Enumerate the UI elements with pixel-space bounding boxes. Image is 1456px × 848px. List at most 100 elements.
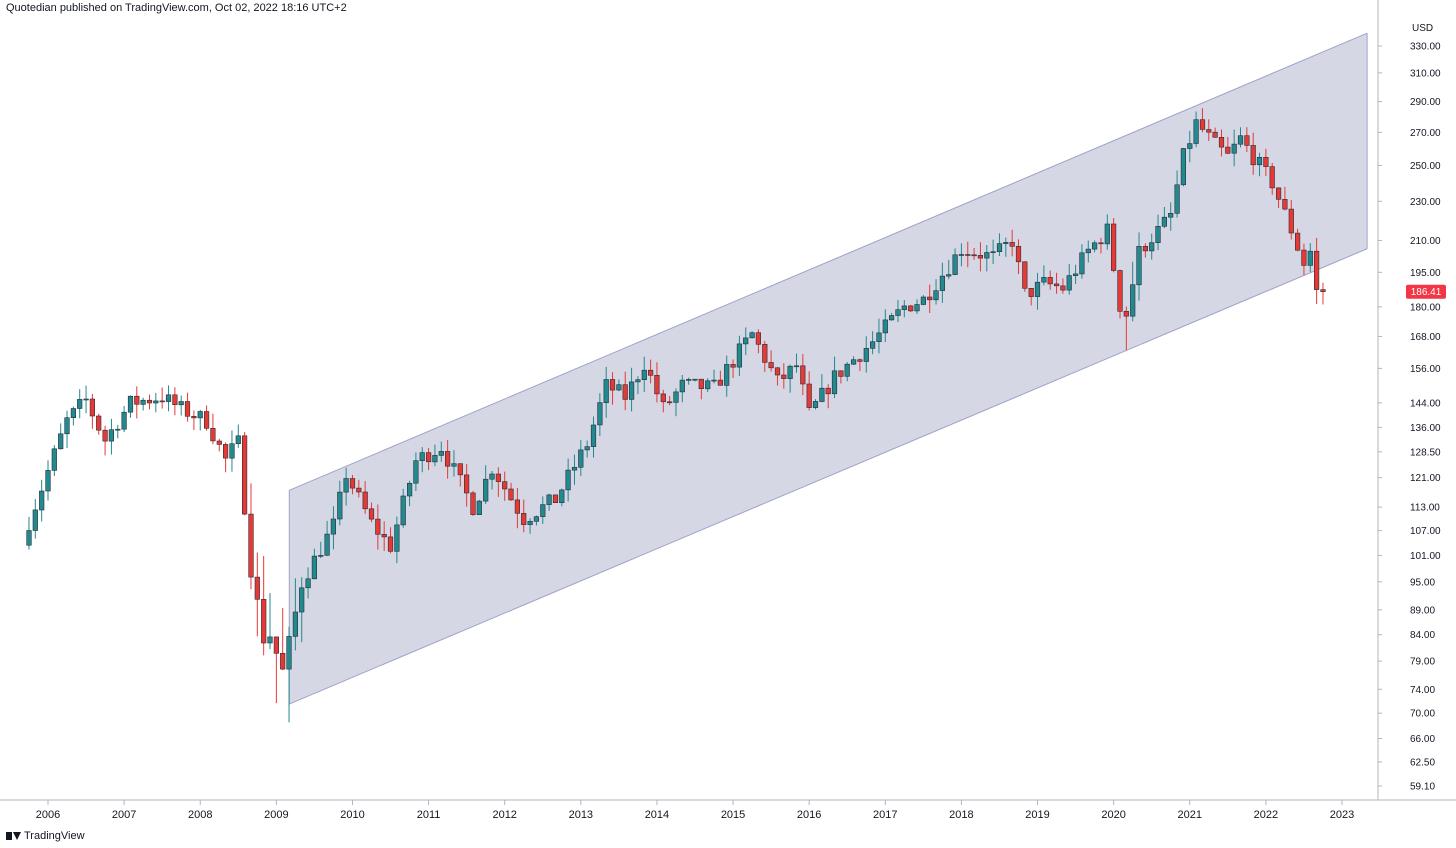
candle-body bbox=[508, 488, 514, 501]
x-tick-label: 2022 bbox=[1254, 809, 1278, 821]
candle bbox=[273, 636, 280, 704]
candle-body bbox=[895, 309, 901, 316]
y-tick-label: 156.00 bbox=[1410, 364, 1441, 375]
candle-body bbox=[952, 254, 958, 275]
candle-body bbox=[641, 369, 647, 381]
candle bbox=[736, 335, 742, 377]
y-tick-label: 89.00 bbox=[1410, 605, 1435, 616]
candle-body bbox=[26, 530, 32, 546]
channel-lower-line[interactable] bbox=[289, 248, 1368, 705]
candle bbox=[565, 458, 571, 502]
candle-body bbox=[311, 555, 318, 580]
publisher-caption: Quotedian published on TradingView.com, … bbox=[6, 2, 347, 14]
candle-body bbox=[977, 255, 983, 259]
candle bbox=[540, 496, 546, 524]
candle-body bbox=[432, 455, 438, 463]
candle-body bbox=[1174, 184, 1180, 214]
candle-body bbox=[387, 536, 394, 552]
candle bbox=[235, 424, 241, 448]
candle bbox=[191, 410, 197, 431]
candle bbox=[184, 392, 191, 422]
y-tick-label: 128.50 bbox=[1410, 447, 1441, 458]
candle bbox=[96, 413, 102, 435]
candle-body bbox=[1237, 135, 1244, 145]
candle bbox=[787, 364, 793, 393]
candle-body bbox=[920, 296, 926, 305]
candle-body bbox=[1301, 249, 1307, 266]
candle bbox=[1263, 148, 1269, 177]
candle-body bbox=[1180, 148, 1186, 186]
candle bbox=[673, 388, 679, 417]
candle bbox=[774, 367, 781, 386]
candle bbox=[1041, 265, 1047, 286]
candle-body bbox=[1028, 287, 1034, 297]
candle bbox=[362, 481, 368, 514]
candle-body bbox=[736, 343, 742, 368]
tradingview-logo[interactable]: TradingView bbox=[6, 830, 85, 842]
candle-body bbox=[184, 401, 191, 417]
candle-body bbox=[64, 417, 70, 435]
candle bbox=[901, 300, 907, 318]
x-tick-label: 2010 bbox=[340, 809, 364, 821]
candle bbox=[58, 423, 64, 450]
candle-body bbox=[768, 362, 774, 369]
candle-body bbox=[191, 415, 197, 419]
candle bbox=[1111, 217, 1117, 273]
candle bbox=[172, 387, 178, 416]
candle bbox=[311, 548, 318, 580]
candle bbox=[724, 355, 730, 397]
candle bbox=[495, 467, 502, 497]
candle-body bbox=[1161, 216, 1167, 227]
candle bbox=[70, 406, 76, 426]
price-channel[interactable] bbox=[288, 32, 1368, 705]
candle bbox=[121, 405, 127, 433]
candle-body bbox=[1256, 157, 1263, 166]
candle bbox=[1314, 237, 1320, 305]
candle bbox=[749, 331, 755, 339]
candle-body bbox=[540, 504, 546, 517]
candle-body bbox=[914, 304, 920, 312]
candle-body bbox=[51, 448, 57, 471]
x-tick-label: 2014 bbox=[645, 809, 669, 821]
y-tick-label: 250.00 bbox=[1410, 161, 1441, 172]
candle bbox=[698, 378, 704, 400]
x-tick-label: 2018 bbox=[949, 809, 973, 821]
candle bbox=[223, 442, 229, 473]
candle-body bbox=[483, 478, 489, 502]
candle-body bbox=[876, 332, 882, 342]
y-tick-label: 290.00 bbox=[1410, 97, 1441, 108]
channel-upper-line[interactable] bbox=[289, 32, 1368, 491]
candle bbox=[508, 482, 514, 501]
y-tick-label: 144.00 bbox=[1410, 398, 1441, 409]
candle-body bbox=[787, 365, 793, 379]
candle-body bbox=[413, 460, 419, 484]
candle bbox=[1136, 232, 1142, 301]
y-tick-label: 95.00 bbox=[1410, 577, 1435, 588]
candle-body bbox=[521, 512, 527, 525]
candle bbox=[1307, 243, 1313, 272]
y-tick-label: 210.00 bbox=[1410, 236, 1441, 247]
candle bbox=[400, 488, 406, 528]
candle bbox=[1022, 261, 1028, 292]
candle-body bbox=[305, 578, 311, 589]
candle bbox=[939, 262, 945, 303]
candle bbox=[1225, 136, 1231, 154]
x-tick-label: 2012 bbox=[492, 809, 516, 821]
candle-body bbox=[83, 398, 89, 401]
candle-body bbox=[1054, 283, 1060, 287]
candle bbox=[1149, 233, 1155, 260]
candle bbox=[800, 354, 806, 396]
candle-body bbox=[273, 636, 280, 654]
candle-body bbox=[838, 370, 844, 377]
candle-body bbox=[286, 636, 292, 670]
candle bbox=[476, 499, 482, 516]
last-price-badge[interactable]: 186.41 bbox=[1406, 284, 1446, 299]
candle bbox=[996, 233, 1003, 257]
candle bbox=[863, 336, 869, 373]
candle-body bbox=[533, 516, 539, 522]
candle-body bbox=[1022, 261, 1028, 289]
candle-body bbox=[89, 398, 95, 417]
candle bbox=[590, 416, 597, 458]
candle-body bbox=[1263, 157, 1269, 167]
